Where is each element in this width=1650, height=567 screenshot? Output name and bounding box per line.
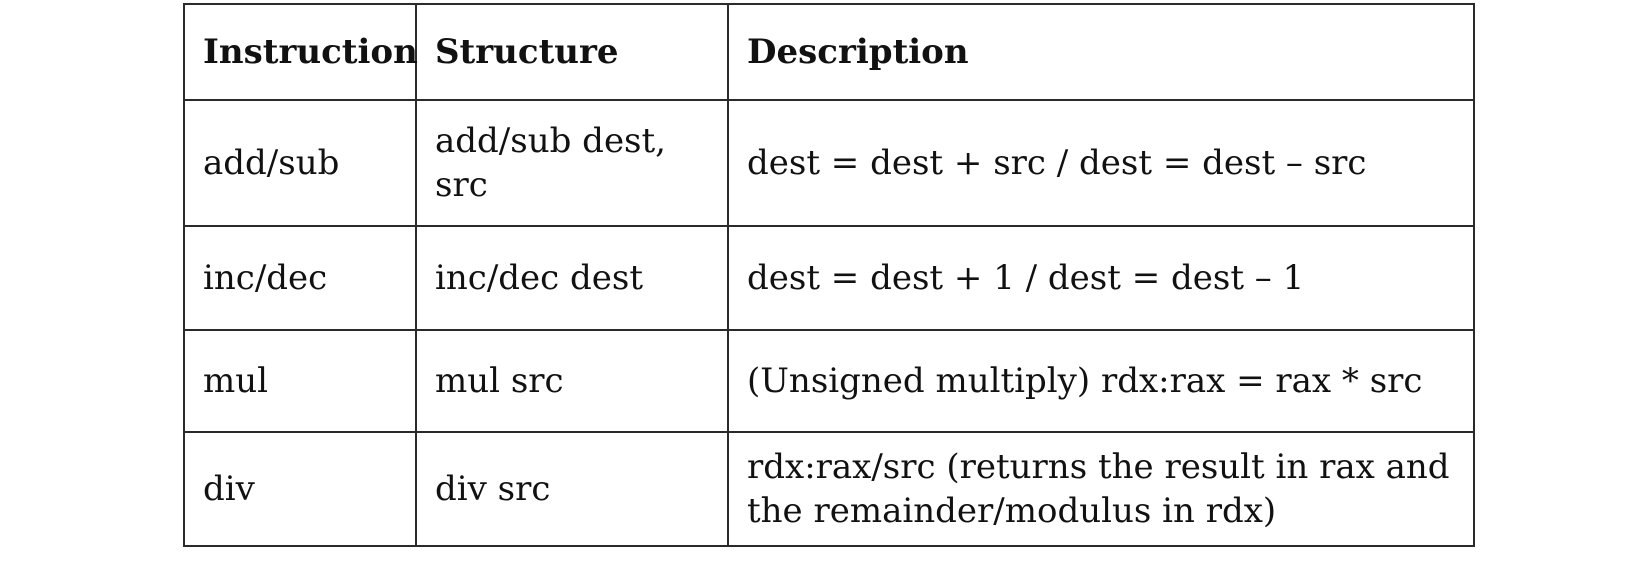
- table-row: inc/dec inc/dec dest dest = dest + 1 / d…: [183, 225, 1475, 331]
- header-instruction: Instruction: [183, 3, 418, 101]
- cell-instruction: inc/dec: [183, 225, 417, 331]
- cell-structure: mul src: [415, 329, 729, 433]
- table-row: mul mul src (Unsigned multiply) rdx:rax …: [183, 329, 1475, 433]
- header-row: Instruction Structure Description: [183, 3, 1475, 101]
- cell-description: dest = dest + src / dest = dest – src: [727, 99, 1475, 227]
- table-row: div div src rdx:rax/src (returns the res…: [183, 431, 1475, 547]
- cell-description: dest = dest + 1 / dest = dest – 1: [727, 225, 1475, 331]
- cell-structure: div src: [415, 431, 729, 547]
- cell-instruction: add/sub: [183, 99, 417, 227]
- table-row: add/sub add/sub dest, src dest = dest + …: [183, 99, 1475, 227]
- header-structure: Structure: [415, 3, 729, 101]
- cell-description: (Unsigned multiply) rdx:rax = rax * src: [727, 329, 1475, 433]
- cell-instruction: mul: [183, 329, 417, 433]
- cell-description: rdx:rax/src (returns the result in rax a…: [727, 431, 1475, 547]
- table-header: Instruction Structure Description: [183, 3, 1475, 101]
- cell-instruction: div: [183, 431, 417, 547]
- instruction-table: Instruction Structure Description add/su…: [183, 3, 1475, 547]
- header-description: Description: [727, 3, 1475, 101]
- cell-structure: inc/dec dest: [415, 225, 729, 331]
- table-body: add/sub add/sub dest, src dest = dest + …: [183, 99, 1475, 547]
- cell-structure: add/sub dest, src: [415, 99, 729, 227]
